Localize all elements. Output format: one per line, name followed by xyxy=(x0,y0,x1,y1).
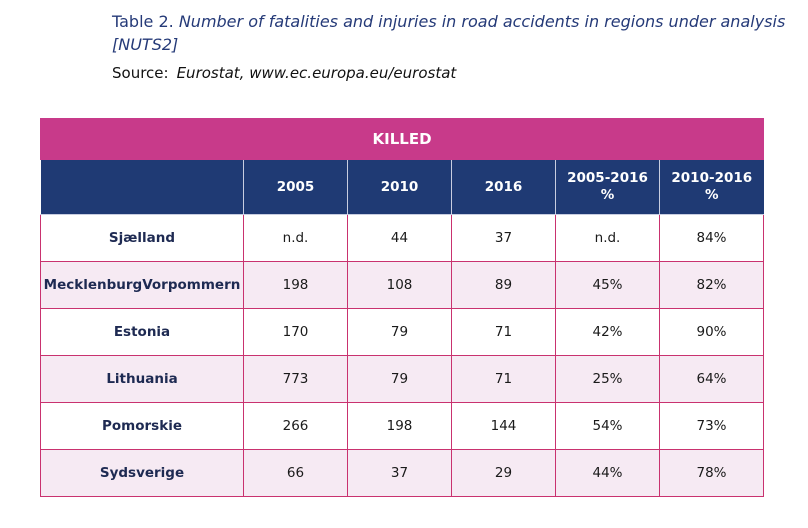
table-cell: 773 xyxy=(243,355,348,403)
region-name: Estonia xyxy=(40,308,244,356)
table-row: MecklenburgVorpommern 198 108 89 45% 82% xyxy=(40,261,765,309)
table-row: Pomorskie 266 198 144 54% 73% xyxy=(40,402,765,450)
region-name: MecklenburgVorpommern xyxy=(40,261,244,309)
table-cell: 73% xyxy=(659,402,765,450)
column-header: 2010 xyxy=(347,159,452,215)
table-row: Estonia 170 79 71 42% 90% xyxy=(40,308,765,356)
region-name: Sjælland xyxy=(40,214,244,262)
column-header: 2016 xyxy=(451,159,556,215)
table-cell: 79 xyxy=(347,308,452,356)
table-cell: 66 xyxy=(243,449,348,497)
table-cell: 82% xyxy=(659,261,765,309)
table-cell: 71 xyxy=(451,308,556,356)
table-cell: 29 xyxy=(451,449,556,497)
table-cell: 79 xyxy=(347,355,452,403)
table-caption: Table 2. Number of fatalities and injuri… xyxy=(112,10,792,56)
table-row: Lithuania 773 79 71 25% 64% xyxy=(40,355,765,403)
table-cell: 266 xyxy=(243,402,348,450)
table-cell: 54% xyxy=(555,402,660,450)
table-cell: 78% xyxy=(659,449,765,497)
section-title: KILLED xyxy=(39,118,765,160)
table-cell: 25% xyxy=(555,355,660,403)
table-cell: n.d. xyxy=(243,214,348,262)
region-name: Lithuania xyxy=(40,355,244,403)
table-cell: 198 xyxy=(243,261,348,309)
table-cell: 37 xyxy=(451,214,556,262)
region-name: Sydsverige xyxy=(40,449,244,497)
section-header-row: KILLED xyxy=(39,118,765,160)
table-cell: n.d. xyxy=(555,214,660,262)
table-row: Sjælland n.d. 44 37 n.d. 84% xyxy=(40,214,765,262)
source-label: Source: xyxy=(112,64,169,82)
region-name: Pomorskie xyxy=(40,402,244,450)
column-header: 2005-2016% xyxy=(555,159,660,215)
caption-lead: Table 2. xyxy=(112,12,174,31)
table-cell: 64% xyxy=(659,355,765,403)
source-line: Source: Eurostat, www.ec.europa.eu/eurost… xyxy=(112,63,456,83)
table-cell: 198 xyxy=(347,402,452,450)
table-cell: 44% xyxy=(555,449,660,497)
table-row: Sydsverige 66 37 29 44% 78% xyxy=(40,449,765,497)
table-cell: 170 xyxy=(243,308,348,356)
caption-text: Number of fatalities and injuries in roa… xyxy=(112,12,786,54)
column-header xyxy=(40,159,244,215)
table-cell: 42% xyxy=(555,308,660,356)
fatalities-table: KILLED 2005 2010 2016 2005-2016% 2010-20… xyxy=(39,118,765,497)
table-cell: 108 xyxy=(347,261,452,309)
table-cell: 44 xyxy=(347,214,452,262)
table-cell: 45% xyxy=(555,261,660,309)
column-header: 2005 xyxy=(243,159,348,215)
column-header-row: 2005 2010 2016 2005-2016% 2010-2016% xyxy=(40,159,764,215)
table-cell: 84% xyxy=(659,214,765,262)
table-cell: 90% xyxy=(659,308,765,356)
table-cell: 144 xyxy=(451,402,556,450)
table-cell: 89 xyxy=(451,261,556,309)
table-cell: 71 xyxy=(451,355,556,403)
source-value: Eurostat, www.ec.europa.eu/eurostat xyxy=(176,64,457,82)
table-cell: 37 xyxy=(347,449,452,497)
column-header: 2010-2016% xyxy=(659,159,764,215)
